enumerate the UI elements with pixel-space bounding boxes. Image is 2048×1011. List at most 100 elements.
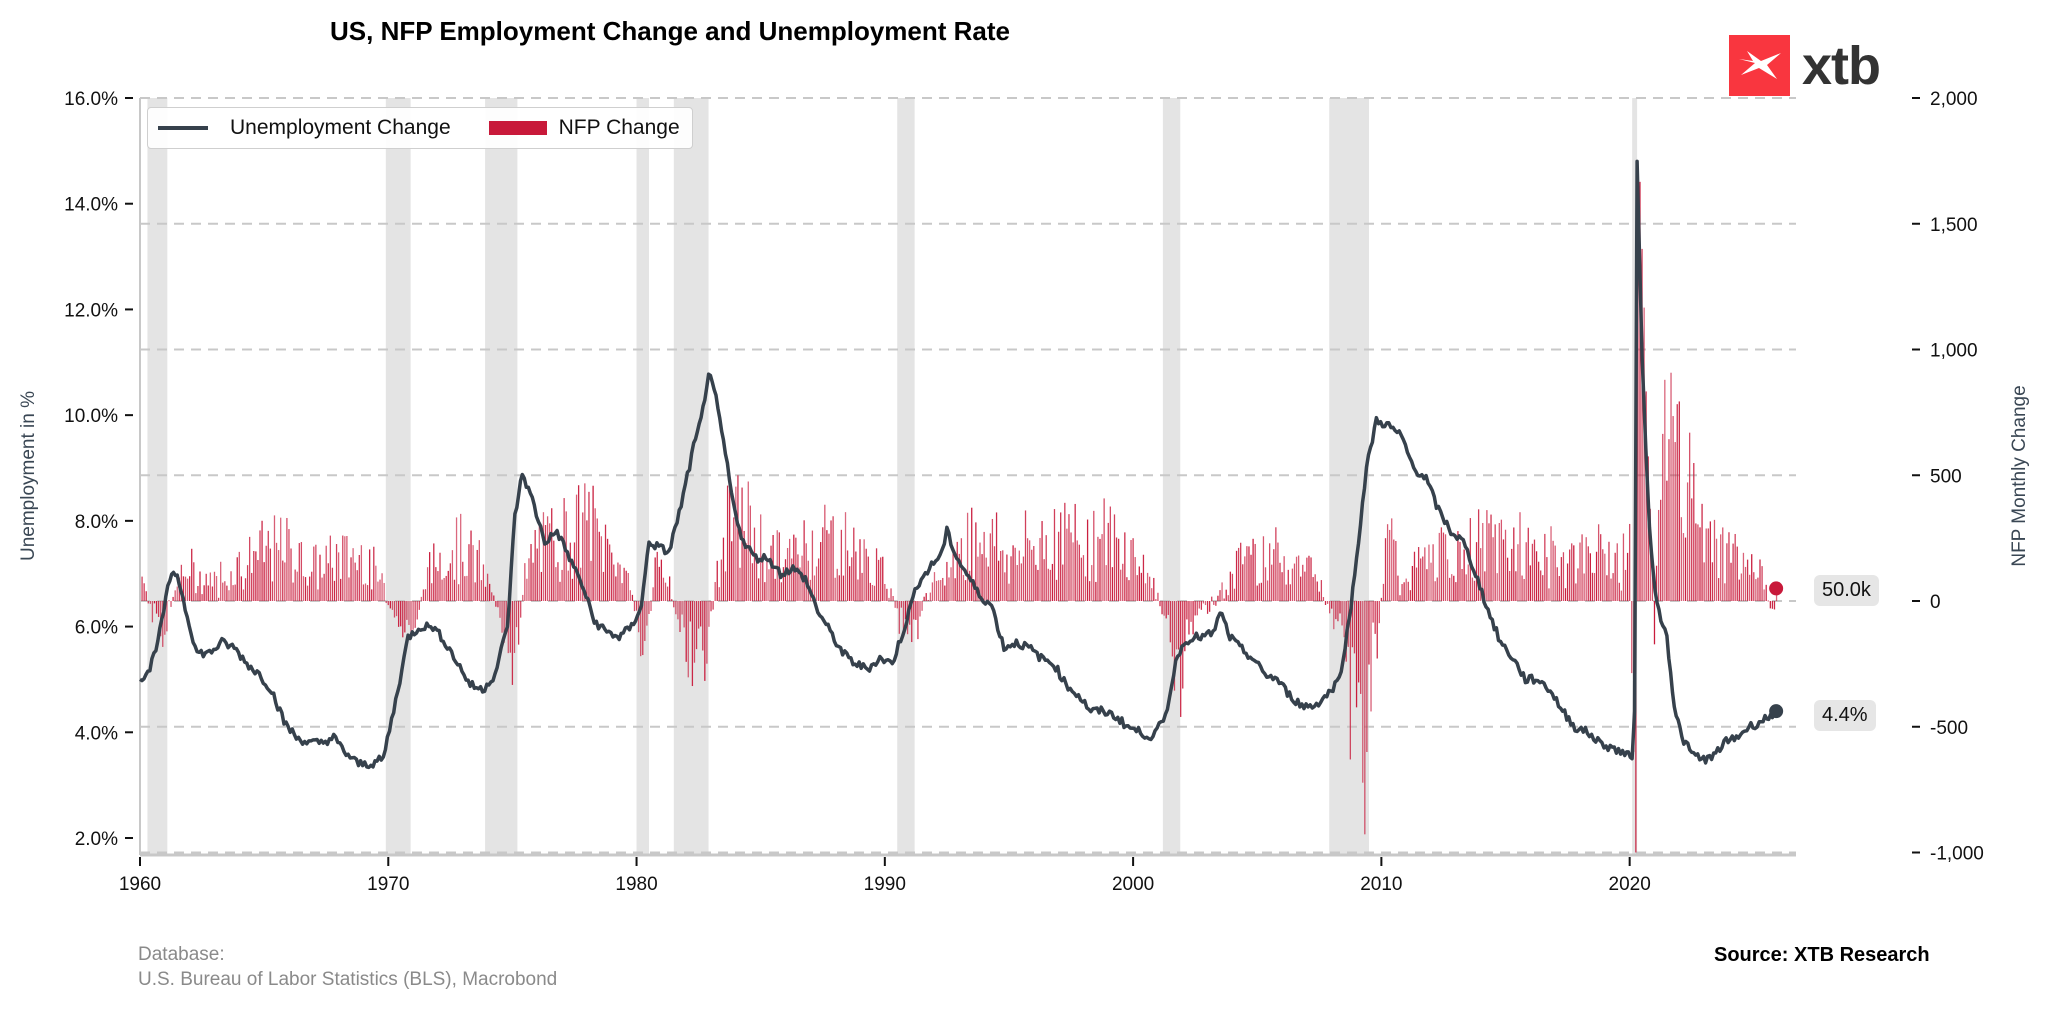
- nfp-bar: [1473, 580, 1476, 601]
- nfp-bar: [1097, 536, 1099, 601]
- nfp-bar: [517, 601, 520, 645]
- nfp-bar: [590, 560, 592, 601]
- nfp-bar: [834, 577, 836, 601]
- nfp-bar: [710, 601, 712, 612]
- nfp-bar: [658, 566, 660, 601]
- nfp-bar: [1684, 537, 1687, 601]
- nfp-bar: [280, 517, 282, 601]
- recession-band: [385, 98, 411, 855]
- legend-label: Unemployment Change: [230, 116, 451, 139]
- nfp-bar: [1593, 573, 1596, 601]
- nfp-bar: [1331, 601, 1333, 609]
- nfp-bar: [751, 563, 754, 601]
- nfp-bar: [551, 508, 553, 601]
- nfp-bar: [191, 548, 193, 601]
- nfp-bar: [1672, 416, 1674, 601]
- nfp-bar: [778, 532, 780, 601]
- nfp-bar: [1583, 573, 1585, 601]
- x-tick-label: 1980: [615, 874, 657, 895]
- nfp-bar: [621, 583, 623, 601]
- nfp-bar: [805, 543, 807, 601]
- nfp-bar: [391, 601, 394, 610]
- nfp-bar: [559, 581, 561, 601]
- nfp-bar: [524, 563, 526, 601]
- nfp-bar: [534, 529, 536, 601]
- nfp-bar: [1715, 538, 1718, 601]
- nfp-bar: [1051, 563, 1054, 601]
- nfp-bar: [1548, 588, 1550, 601]
- nfp-bar: [1041, 521, 1043, 601]
- nfp-bar: [1550, 526, 1552, 601]
- nfp-bar: [1076, 540, 1078, 601]
- nfp-bar: [515, 601, 518, 628]
- nfp-bar: [230, 571, 232, 601]
- nfp-bar: [1457, 531, 1459, 601]
- nfp-bar: [1130, 539, 1132, 601]
- nfp-bar: [1105, 565, 1107, 601]
- nfp-bar: [277, 550, 280, 601]
- nfp-bar: [1204, 601, 1207, 606]
- nfp-bar: [513, 601, 516, 653]
- nfp-bar: [1380, 597, 1383, 601]
- nfp-bar: [522, 594, 524, 601]
- nfp-bar: [1217, 595, 1219, 601]
- nfp-bar: [462, 561, 464, 601]
- nfp-bar: [1614, 552, 1616, 601]
- nfp-bar: [536, 548, 538, 601]
- nfp-bar: [441, 579, 443, 601]
- nfp-bar: [1082, 555, 1085, 601]
- nfp-bar: [267, 530, 269, 601]
- nfp-bar: [375, 565, 377, 601]
- nfp-bar: [147, 601, 149, 604]
- nfp-bar: [1666, 480, 1668, 601]
- nfp-bar: [1527, 527, 1529, 601]
- nfp-bar: [273, 515, 276, 601]
- nfp-bar: [1285, 584, 1287, 601]
- nfp-bar: [1209, 601, 1211, 612]
- nfp-bar: [199, 571, 201, 601]
- legend-item-nfp: NFP Change: [488, 116, 680, 140]
- nfp-bar: [1763, 589, 1765, 601]
- nfp-bar: [304, 577, 307, 601]
- nfp-bar: [977, 556, 979, 601]
- nfp-bar: [915, 601, 917, 620]
- nfp-bar: [1401, 584, 1403, 601]
- nfp-bar: [627, 572, 629, 601]
- nfp-bar: [1173, 601, 1176, 691]
- nfp-bar: [1585, 537, 1587, 601]
- nfp-bar: [584, 483, 586, 601]
- nfp-bar: [762, 555, 764, 601]
- nfp-bar: [807, 560, 809, 601]
- nfp-bar: [1256, 585, 1258, 601]
- nfp-bar: [890, 588, 892, 601]
- nfp-bar: [244, 578, 247, 601]
- nfp-bar: [1713, 519, 1716, 601]
- nfp-bar: [383, 582, 385, 601]
- nfp-bar: [1055, 579, 1058, 601]
- nfp-bar: [362, 584, 365, 601]
- nfp-bar: [1064, 502, 1066, 601]
- nfp-bar: [1248, 546, 1250, 601]
- nfp-bar: [1084, 576, 1087, 601]
- nfp-bar: [1691, 498, 1693, 601]
- nfp-bar: [1509, 571, 1511, 601]
- nfp-bar: [205, 573, 207, 601]
- nfp-bar: [755, 557, 758, 601]
- nfp-bar: [1010, 556, 1012, 601]
- nfp-bar: [315, 544, 317, 601]
- nfp-bar: [753, 527, 756, 601]
- nfp-bar: [1569, 549, 1571, 601]
- nfp-bar: [1006, 554, 1008, 601]
- nfp-bar: [1755, 579, 1757, 601]
- end-markers: [1769, 581, 1784, 719]
- nfp-bar: [1573, 545, 1575, 601]
- nfp-bar: [937, 580, 940, 601]
- nfp-bar: [613, 564, 615, 601]
- unemployment-end-marker: [1769, 704, 1784, 719]
- nfp-bar: [257, 560, 259, 601]
- nfp-bar: [1324, 601, 1327, 605]
- nfp-bar: [342, 535, 344, 601]
- nfp-bar: [1554, 545, 1556, 601]
- nfp-bar: [474, 582, 476, 601]
- nfp-bar: [1463, 549, 1465, 601]
